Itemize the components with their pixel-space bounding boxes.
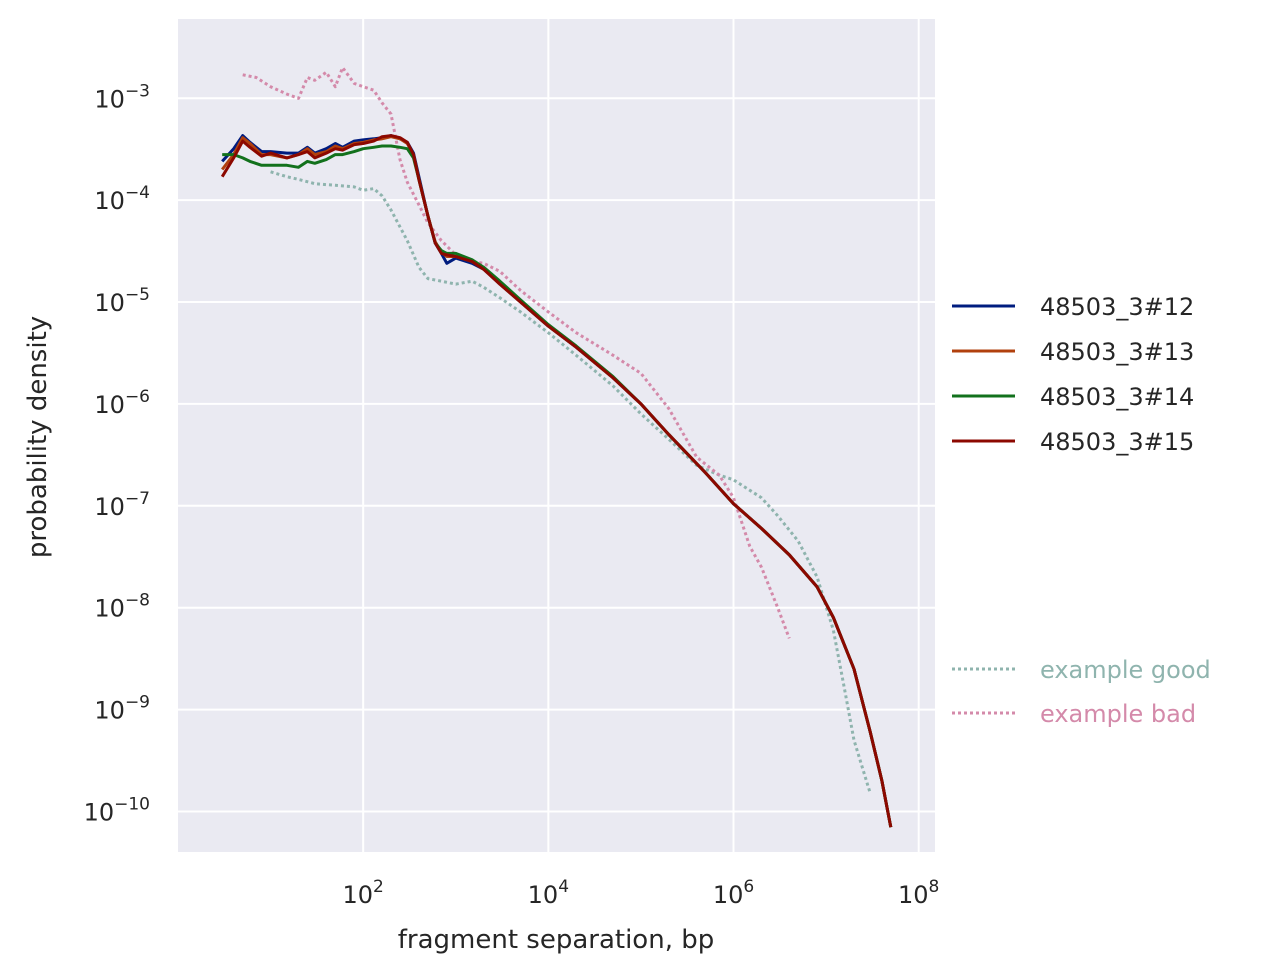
x-tick-base: 10 [713, 881, 744, 909]
legend-entry: 48503_3#14 [1040, 383, 1194, 411]
series-layer [220, 66, 893, 828]
x-tick-exponent: 4 [558, 877, 569, 897]
legend-entry: 48503_3#15 [1040, 428, 1194, 456]
y-axis-ticks: 10−310−410−510−610−710−810−910−10 [84, 81, 150, 826]
grid [178, 19, 935, 852]
y-tick-base: 10 [94, 289, 125, 317]
legend-entry: example good [1040, 656, 1211, 684]
series-line [270, 170, 872, 794]
y-tick-exponent: −8 [125, 591, 150, 611]
y-tick-label: 10−3 [94, 81, 150, 113]
x-tick-base: 10 [342, 881, 373, 909]
y-tick-label: 10−10 [84, 794, 150, 826]
x-tick-label: 104 [528, 877, 569, 909]
legend-reference: example good example bad [952, 656, 1211, 728]
y-tick-exponent: −6 [125, 387, 150, 407]
y-tick-exponent: −7 [125, 489, 150, 509]
y-tick-base: 10 [84, 798, 115, 826]
y-tick-base: 10 [94, 187, 125, 215]
y-tick-label: 10−7 [94, 489, 150, 521]
plot-background [178, 19, 935, 852]
x-tick-exponent: 2 [373, 877, 384, 897]
x-tick-exponent: 8 [929, 877, 940, 897]
y-tick-base: 10 [94, 85, 125, 113]
x-tick-label: 102 [342, 877, 383, 909]
y-tick-exponent: −10 [114, 794, 150, 814]
legend-entry: 48503_3#12 [1040, 293, 1194, 321]
y-tick-base: 10 [94, 697, 125, 725]
y-tick-label: 10−9 [94, 693, 150, 725]
legend-entry: 48503_3#13 [1040, 338, 1194, 366]
y-tick-base: 10 [94, 493, 125, 521]
y-tick-exponent: −3 [125, 81, 150, 101]
series-line [242, 66, 791, 639]
y-tick-label: 10−5 [94, 285, 150, 317]
y-axis-label: probability density [23, 316, 53, 558]
y-tick-label: 10−8 [94, 591, 150, 623]
x-tick-label: 108 [898, 877, 939, 909]
y-tick-base: 10 [94, 391, 125, 419]
y-tick-label: 10−4 [94, 183, 150, 215]
y-tick-base: 10 [94, 595, 125, 623]
legend-main: 48503_3#12 48503_3#13 48503_3#14 48503_3#15 [952, 293, 1194, 456]
y-tick-exponent: −5 [125, 285, 150, 305]
x-axis-ticks: 102 104 106 108 [342, 877, 939, 909]
x-tick-label: 106 [713, 877, 754, 909]
series-line [220, 134, 893, 828]
x-axis-label: fragment separation, bp [398, 925, 714, 955]
y-tick-label: 10−6 [94, 387, 150, 419]
x-tick-base: 10 [528, 881, 559, 909]
y-tick-exponent: −4 [125, 183, 150, 203]
x-tick-exponent: 6 [743, 877, 754, 897]
x-tick-base: 10 [898, 881, 929, 909]
y-tick-exponent: −9 [125, 693, 150, 713]
legend-entry: example bad [1040, 700, 1196, 728]
